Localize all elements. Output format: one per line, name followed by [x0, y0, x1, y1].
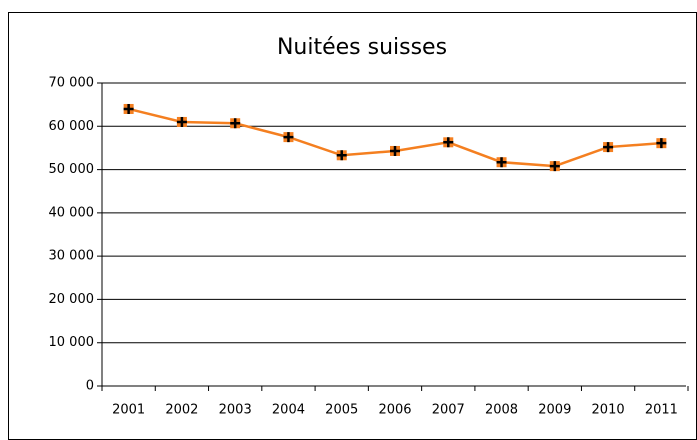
y-tick-label: 70 000 [49, 76, 95, 91]
x-tick-label: 2005 [325, 403, 358, 418]
x-tick-label: 2010 [592, 403, 625, 418]
point-cross [443, 137, 454, 148]
point-cross [123, 103, 134, 114]
y-tick-label: 50 000 [49, 162, 95, 177]
chart-title: Nuitées suisses [277, 35, 447, 60]
x-tick-label: 2002 [165, 403, 198, 418]
y-tick-label: 60 000 [49, 119, 95, 134]
y-tick-label: 0 [86, 379, 94, 394]
point-cross [549, 161, 560, 172]
point-cross [230, 118, 241, 129]
point-cross [390, 145, 400, 156]
point-cross [496, 157, 507, 168]
x-tick-label: 2006 [378, 403, 411, 418]
x-tick-label: 2007 [432, 403, 465, 418]
point-cross [656, 138, 667, 149]
y-tick-label: 20 000 [49, 292, 95, 307]
y-tick-label: 30 000 [49, 249, 95, 264]
x-tick-label: 2008 [485, 403, 518, 418]
point-cross [176, 116, 187, 127]
y-tick-label: 40 000 [49, 205, 95, 220]
x-tick-label: 2011 [645, 403, 678, 418]
x-tick-label: 2004 [272, 403, 305, 418]
point-cross [336, 150, 347, 161]
y-tick-label: 10 000 [49, 335, 95, 350]
x-tick-label: 2009 [538, 403, 571, 418]
point-cross [283, 132, 294, 143]
x-tick-label: 2001 [112, 403, 145, 418]
chart-border [8, 12, 697, 440]
point-cross [603, 142, 614, 153]
x-tick-label: 2003 [219, 403, 252, 418]
